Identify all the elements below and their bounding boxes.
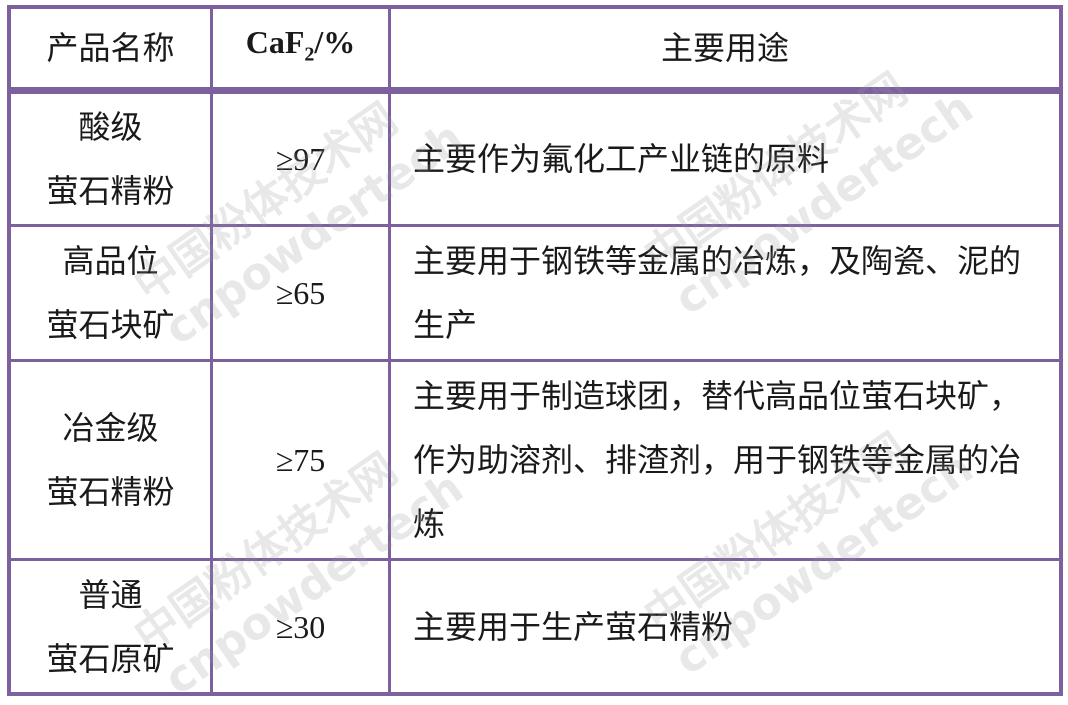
table-row: 普通萤石原矿 ≥30 主要用于生产萤石精粉 — [7, 558, 1063, 696]
table-header-row: 产品名称 CaF2/% 主要用途 — [7, 5, 1063, 93]
product-name-line: 萤石精粉 — [46, 473, 175, 512]
product-name-line: 酸级 — [78, 108, 143, 147]
product-name-line: 萤石块矿 — [46, 306, 175, 345]
table-row: 酸级萤石精粉 ≥97 主要作为氟化工产业链的原料 — [7, 89, 1063, 228]
header-caf2-sub: 2 — [304, 43, 315, 66]
use-cell: 主要用于制造球团，替代高品位萤石块矿，作为助溶剂、排渣剂，用于钢铁等金属的冶炼 — [388, 359, 1063, 562]
use-cell: 主要用于钢铁等金属的冶炼，及陶瓷、泥的生产 — [388, 224, 1063, 363]
product-name-cell: 普通 萤石原矿 — [7, 558, 213, 696]
table-row: 高品位萤石块矿 ≥65 主要用于钢铁等金属的冶炼，及陶瓷、泥的生产 — [7, 224, 1063, 363]
caf2-cell: ≥30 — [210, 558, 391, 696]
header-main-use: 主要用途 — [388, 5, 1063, 93]
use-cell: 主要作为氟化工产业链的原料 — [388, 89, 1063, 228]
header-product-name: 产品名称 — [7, 5, 213, 93]
product-name-cell: 冶金级 萤石精粉 — [7, 359, 213, 562]
product-name-line: 萤石原矿 — [46, 639, 175, 678]
product-name-line: 高品位 — [62, 242, 159, 281]
header-caf2-base: CaF — [245, 24, 305, 60]
caf2-cell: ≥97 — [210, 89, 391, 228]
product-name-cell: 酸级 萤石精粉 — [7, 89, 213, 228]
product-name-line: 冶金级 — [62, 409, 159, 448]
fluorite-products-table: 产品名称 CaF2/% 主要用途 酸级萤石精粉 ≥97 主要作为氟化工产业链的原… — [7, 5, 1063, 696]
product-name-cell: 高品位 萤石块矿 — [7, 224, 213, 363]
header-caf2-unit: /% — [314, 24, 356, 60]
header-caf2: CaF2/% — [210, 5, 391, 93]
table-row: 冶金级萤石精粉 ≥75 主要用于制造球团，替代高品位萤石块矿，作为助溶剂、排渣剂… — [7, 359, 1063, 562]
product-name-line: 萤石精粉 — [46, 172, 175, 211]
use-cell: 主要用于生产萤石精粉 — [388, 558, 1063, 696]
caf2-cell: ≥65 — [210, 224, 391, 363]
product-name-line: 普通 — [78, 575, 143, 614]
caf2-cell: ≥75 — [210, 359, 391, 562]
